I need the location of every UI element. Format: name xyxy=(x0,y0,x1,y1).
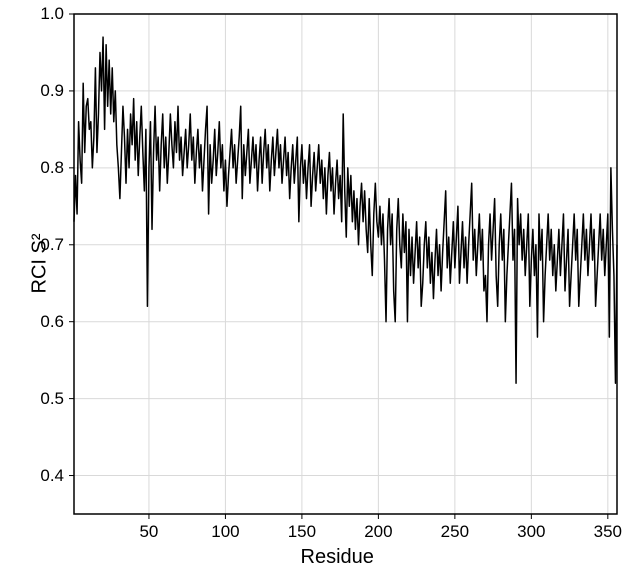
x-axis-label: Residue xyxy=(301,546,374,569)
y-tick-label: 0.5 xyxy=(40,389,64,409)
y-tick-label: 1.0 xyxy=(40,4,64,24)
x-tick-label: 350 xyxy=(588,522,628,542)
y-tick-label: 0.7 xyxy=(40,235,64,255)
y-tick-label: 0.4 xyxy=(40,466,64,486)
line-chart xyxy=(0,0,634,588)
x-tick-label: 250 xyxy=(435,522,475,542)
x-tick-label: 200 xyxy=(358,522,398,542)
x-tick-label: 300 xyxy=(511,522,551,542)
figure: Residue RCI S² 501001502002503003500.40.… xyxy=(0,0,634,588)
y-tick-label: 0.6 xyxy=(40,312,64,332)
x-tick-label: 50 xyxy=(129,522,169,542)
y-tick-label: 0.8 xyxy=(40,158,64,178)
x-tick-label: 100 xyxy=(205,522,245,542)
y-tick-label: 0.9 xyxy=(40,81,64,101)
x-tick-label: 150 xyxy=(282,522,322,542)
